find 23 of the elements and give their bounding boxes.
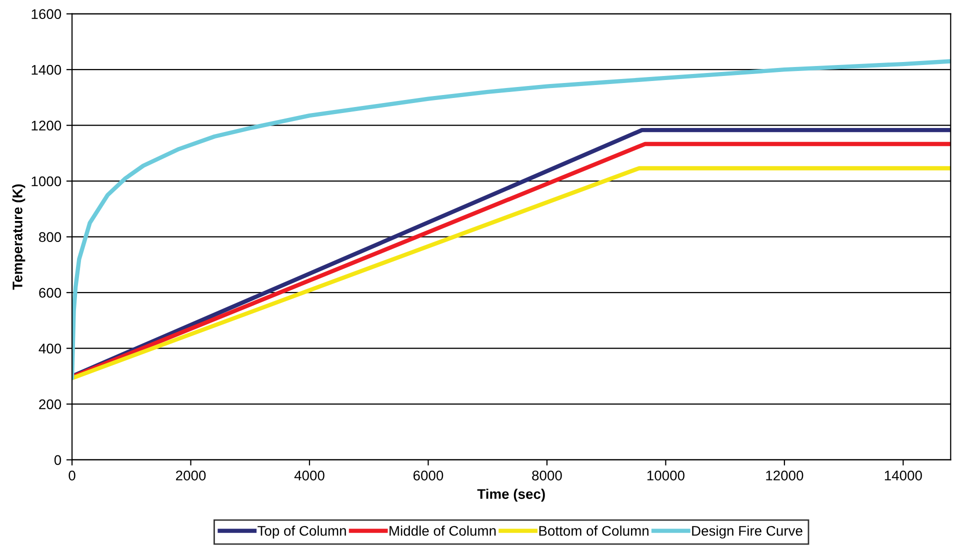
x-tick-label: 10000 bbox=[647, 470, 684, 480]
y-tick-label: 1200 bbox=[32, 120, 62, 131]
legend-label: Design Fire Curve bbox=[692, 526, 802, 539]
x-tick-label: 8000 bbox=[532, 470, 562, 480]
x-tick-label: 6000 bbox=[413, 470, 444, 480]
x-tick-label: 2000 bbox=[176, 470, 206, 480]
legend-label: Top of Column bbox=[258, 526, 346, 539]
x-tick-label: 12000 bbox=[766, 470, 804, 480]
y-tick-label: 200 bbox=[39, 399, 62, 410]
x-tick-label: 14000 bbox=[884, 470, 922, 480]
y-tick-label: 1600 bbox=[32, 9, 62, 20]
legend-label: Middle of Column bbox=[390, 526, 496, 536]
x-axis-title: Time (sec) bbox=[477, 488, 545, 502]
legend-label: Bottom of Column bbox=[539, 526, 648, 536]
y-tick-label: 0 bbox=[54, 455, 62, 465]
y-tick-label: 600 bbox=[39, 288, 62, 298]
x-tick-label: 4000 bbox=[294, 470, 324, 480]
y-tick-label: 1000 bbox=[32, 176, 62, 186]
y-axis-title: Temperature (K) bbox=[12, 184, 26, 290]
y-tick-label: 800 bbox=[39, 232, 62, 242]
y-tick-label: 400 bbox=[38, 344, 62, 354]
y-tick-label: 1400 bbox=[32, 64, 62, 75]
x-tick-label: 0 bbox=[68, 470, 76, 480]
